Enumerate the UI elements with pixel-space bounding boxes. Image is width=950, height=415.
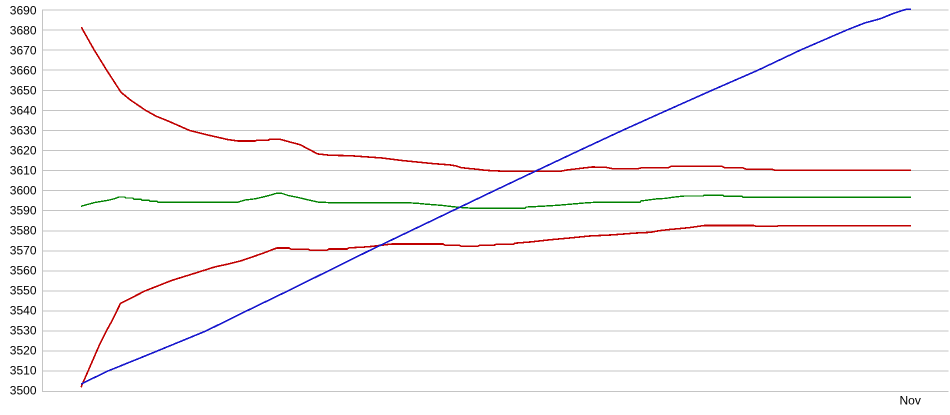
svg-text:3520: 3520: [10, 343, 37, 357]
svg-text:3630: 3630: [10, 123, 37, 137]
svg-text:3670: 3670: [10, 43, 37, 57]
svg-text:3560: 3560: [10, 263, 37, 277]
svg-text:3530: 3530: [10, 323, 37, 337]
svg-text:3600: 3600: [10, 183, 37, 197]
svg-text:3610: 3610: [10, 163, 37, 177]
svg-text:3540: 3540: [10, 303, 37, 317]
svg-text:3550: 3550: [10, 283, 37, 297]
svg-text:3500: 3500: [10, 383, 37, 397]
svg-text:3680: 3680: [10, 23, 37, 37]
svg-text:3580: 3580: [10, 223, 37, 237]
svg-text:3620: 3620: [10, 143, 37, 157]
svg-text:3690: 3690: [10, 3, 37, 17]
svg-text:3660: 3660: [10, 63, 37, 77]
svg-text:3570: 3570: [10, 243, 37, 257]
svg-text:3590: 3590: [10, 203, 37, 217]
svg-text:Nov: Nov: [900, 394, 921, 408]
svg-text:3640: 3640: [10, 103, 37, 117]
svg-text:3510: 3510: [10, 363, 37, 377]
svg-text:3650: 3650: [10, 83, 37, 97]
